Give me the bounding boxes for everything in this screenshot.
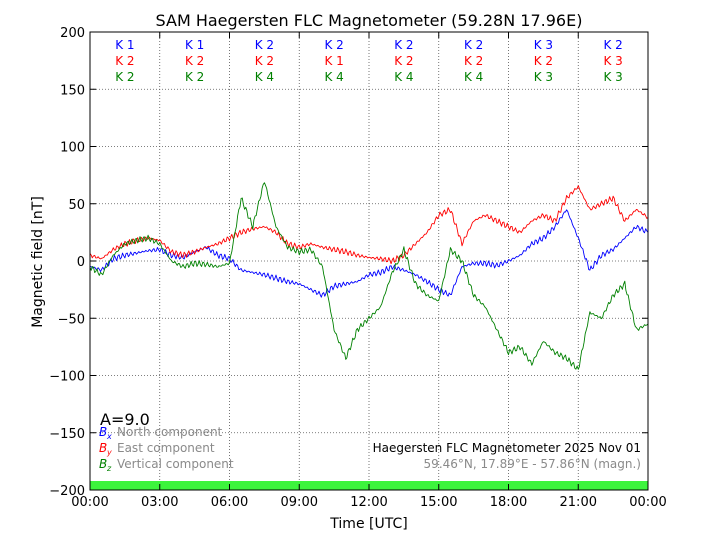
k-index-label: K 2: [255, 54, 274, 68]
k-index-label: K 4: [255, 70, 274, 84]
station-coordinates-line: 59.46°N, 17.89°E - 57.86°N (magn.): [424, 457, 641, 471]
y-tick-label: −100: [49, 370, 85, 385]
x-tick-label: 03:00: [141, 495, 178, 510]
series-line: [89, 185, 649, 265]
k-index-label: K 3: [534, 70, 553, 84]
k-index-layer: K 1 K 1 K 2 K 2 K 2 K 2 K 3 K 2 K 2 K 2 K 2 K 1 K 2 K…: [115, 38, 623, 84]
k-index-label: K 4: [394, 70, 413, 84]
x-tick-label: 00:00: [629, 495, 666, 510]
k-index-label: K 2: [324, 38, 343, 52]
y-tick-label: 100: [60, 141, 85, 156]
legend-item-north: B x North component: [99, 425, 223, 441]
y-axis-label: Magnetic field [nT]: [30, 196, 46, 328]
y-tick-label: 150: [60, 83, 85, 98]
y-tick-label: −50: [58, 312, 85, 327]
legend-item-east: B y East component: [99, 441, 215, 457]
legend-symbol-east: B: [99, 441, 107, 455]
y-tick-label: −150: [49, 427, 85, 442]
x-tick-label: 21:00: [560, 495, 597, 510]
legend-subscript-vertical: z: [106, 464, 112, 473]
k-index-label: K 2: [464, 54, 483, 68]
y-tick-label: 200: [60, 26, 85, 41]
k-index-label: K 2: [394, 54, 413, 68]
y-tick-label: 50: [68, 198, 85, 213]
a-index-label: A=9.0: [100, 410, 150, 429]
station-info-line: Haegersten FLC Magnetometer 2025 Nov 01: [373, 441, 641, 455]
k-index-label: K 4: [464, 70, 483, 84]
x-tick-label: 06:00: [211, 495, 248, 510]
k-index-label: K 2: [394, 38, 413, 52]
k-index-label: K 1: [115, 38, 134, 52]
k-index-label: K 2: [115, 54, 134, 68]
x-tick-label: 12:00: [350, 495, 387, 510]
k-index-label: K 2: [255, 38, 274, 52]
y-tick-label: −200: [49, 484, 85, 499]
legend-symbol-north: B: [99, 425, 107, 439]
k-index-label: K 4: [324, 70, 343, 84]
y-tick-label: 0: [77, 255, 85, 270]
axis-ticks: 00:00 03:00 06:00 09:00 12:00 15:00 18:00 21:00…: [49, 26, 666, 510]
k-index-label: K 2: [185, 70, 204, 84]
k-index-label: K 2: [115, 70, 134, 84]
legend: B x North component B y East component B…: [99, 425, 234, 473]
k-index-label: K 2: [603, 38, 622, 52]
legend-subscript-north: x: [106, 432, 112, 441]
legend-subscript-east: y: [106, 448, 112, 457]
x-tick-label: 09:00: [281, 495, 318, 510]
k-index-label: K 2: [534, 54, 553, 68]
series-line: [89, 182, 649, 370]
series-layer: [89, 182, 649, 370]
grid: [90, 32, 648, 490]
k-index-label: K 3: [603, 70, 622, 84]
k-index-label: K 3: [534, 38, 553, 52]
k-index-label: K 3: [603, 54, 622, 68]
legend-text-vertical: Vertical component: [117, 457, 234, 471]
x-tick-label: 18:00: [490, 495, 527, 510]
k-index-label: K 1: [185, 38, 204, 52]
legend-item-vertical: B z Vertical component: [99, 457, 234, 473]
legend-text-east: East component: [117, 441, 215, 455]
k-index-label: K 2: [185, 54, 204, 68]
legend-text-north: North component: [117, 425, 223, 439]
x-tick-label: 15:00: [420, 495, 457, 510]
legend-symbol-vertical: B: [99, 457, 107, 471]
k-index-label: K 2: [464, 38, 483, 52]
k-index-label: K 1: [324, 54, 343, 68]
x-tick-label: 00:00: [71, 495, 108, 510]
series-line: [89, 209, 649, 298]
chart-title: SAM Haegersten FLC Magnetometer (59.28N …: [156, 11, 583, 30]
x-axis-label: Time [UTC]: [329, 516, 407, 532]
